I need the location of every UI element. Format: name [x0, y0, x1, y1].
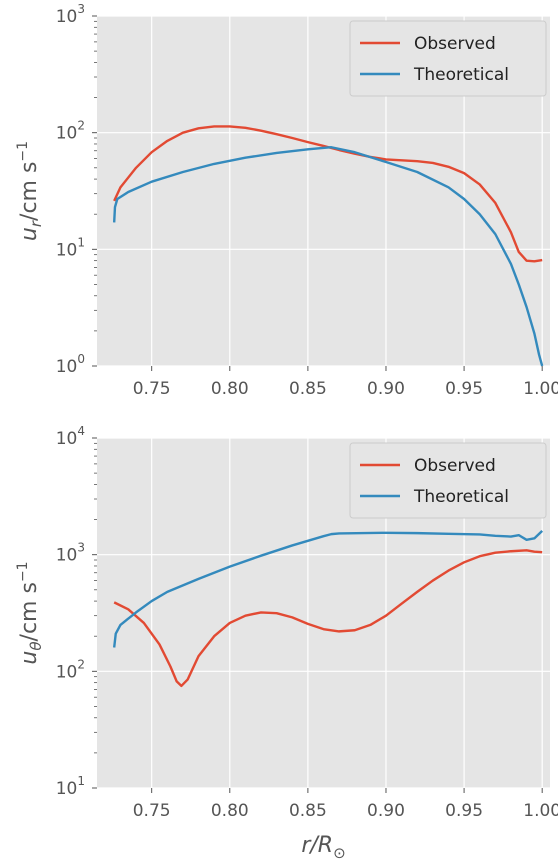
legend-label-theoretical: Theoretical	[413, 487, 509, 507]
legend	[349, 20, 547, 97]
series-line-theoretical	[112, 146, 544, 367]
y-tick-label: 103	[56, 2, 85, 27]
y-tick-label: 100	[56, 352, 85, 377]
y-tick-label: 102	[56, 657, 85, 682]
y-tick-label: 103	[56, 541, 85, 566]
x-tick-label: 0.80	[211, 801, 249, 821]
y-tick-label: 102	[56, 119, 85, 144]
x-tick-label: 0.95	[445, 379, 483, 399]
legend-label-observed: Observed	[414, 34, 496, 54]
y-axis-label: ur/cm s−1	[15, 141, 45, 241]
legend-label-observed: Observed	[414, 456, 496, 476]
legend-label-theoretical: Theoretical	[413, 65, 509, 85]
y-tick-label: 101	[56, 235, 85, 260]
x-tick-label: 0.80	[211, 379, 249, 399]
x-tick-label: 0.75	[133, 801, 171, 821]
x-tick-label: 0.85	[289, 379, 327, 399]
x-axis-label: r/R⊙	[301, 833, 345, 860]
x-tick-label: 0.75	[133, 379, 171, 399]
x-tick-label: 0.90	[367, 379, 405, 399]
x-tick-label: 1.00	[523, 801, 558, 821]
y-axis-label: uθ/cm s−1	[15, 561, 45, 664]
x-tick-label: 0.85	[289, 801, 327, 821]
y-tick-label: 101	[56, 774, 85, 799]
legend	[349, 442, 547, 519]
series-line-theoretical	[112, 529, 544, 648]
x-tick-label: 0.90	[367, 801, 405, 821]
series-line-observed	[113, 549, 543, 688]
x-tick-label: 1.00	[523, 379, 558, 399]
y-tick-label: 104	[56, 424, 85, 449]
upper-radial-velocity-plot: 100 101 102 103 0.75 0.80 0.85 0.90 0.95 1.00 Obse…	[15, 2, 558, 399]
x-tick-label: 0.95	[445, 801, 483, 821]
lower-latitudinal-velocity-plot: 101 102 103 104 0.75 0.80 0.85 0.90 0.95 1.00 Obse…	[15, 424, 558, 860]
